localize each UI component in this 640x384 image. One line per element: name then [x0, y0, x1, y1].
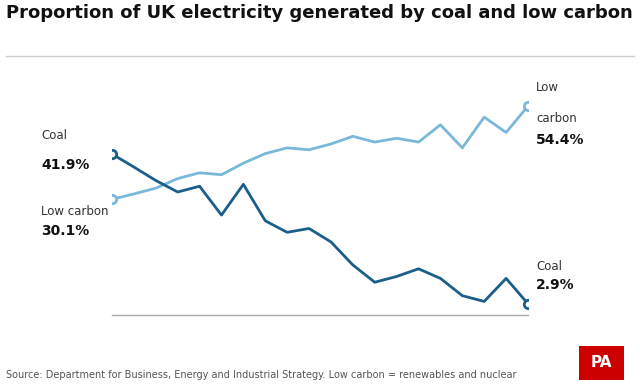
Text: 2.9%: 2.9%: [536, 278, 575, 292]
Text: PA: PA: [591, 355, 612, 371]
Text: 54.4%: 54.4%: [536, 133, 585, 147]
Text: Source: Department for Business, Energy and Industrial Strategy. Low carbon = re: Source: Department for Business, Energy …: [6, 370, 517, 380]
Text: Low: Low: [536, 81, 559, 94]
Text: Proportion of UK electricity generated by coal and low carbon: Proportion of UK electricity generated b…: [6, 4, 633, 22]
Text: 30.1%: 30.1%: [41, 224, 90, 238]
Text: carbon: carbon: [536, 112, 577, 125]
Text: Coal: Coal: [536, 260, 563, 273]
Text: 41.9%: 41.9%: [41, 158, 90, 172]
Text: Low carbon: Low carbon: [41, 205, 109, 218]
Text: Coal: Coal: [41, 129, 67, 142]
